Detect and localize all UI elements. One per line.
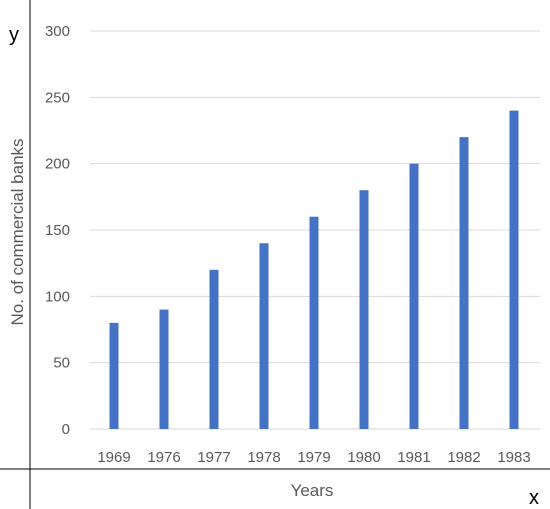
y-tick-label: 200 bbox=[45, 156, 70, 173]
bar-1969 bbox=[109, 322, 119, 429]
y-tick-label: 100 bbox=[45, 288, 70, 305]
y-tick-label: 150 bbox=[45, 222, 70, 239]
y-tick-labels: 0 50 100 150 200 250 300 bbox=[45, 23, 70, 438]
bar-1977 bbox=[209, 269, 219, 429]
x-corner-label: x bbox=[529, 487, 539, 509]
bars bbox=[109, 110, 519, 429]
bar-1983 bbox=[509, 110, 519, 429]
bar-1978 bbox=[259, 243, 269, 429]
bar-1979 bbox=[309, 216, 319, 429]
x-tick-label: 1978 bbox=[247, 449, 280, 466]
x-axis-title: Years bbox=[291, 481, 334, 500]
x-tick-label: 1969 bbox=[97, 449, 130, 466]
x-tick-label: 1977 bbox=[197, 449, 230, 466]
bar-1980 bbox=[359, 190, 369, 429]
bar-1982 bbox=[459, 137, 469, 429]
x-tick-label: 1983 bbox=[497, 449, 530, 466]
y-tick-label: 250 bbox=[45, 89, 70, 106]
x-tick-label: 1976 bbox=[147, 449, 180, 466]
x-tick-label: 1980 bbox=[347, 449, 380, 466]
bar-1976 bbox=[159, 309, 169, 429]
x-tick-label: 1982 bbox=[447, 449, 480, 466]
bar-1981 bbox=[409, 163, 419, 429]
x-tick-label: 1979 bbox=[297, 449, 330, 466]
y-tick-label: 50 bbox=[53, 355, 70, 372]
x-tick-labels: 1969 1976 1977 1978 1979 1980 1981 1982 1983 bbox=[97, 449, 530, 466]
y-tick-label: 300 bbox=[45, 23, 70, 40]
y-axis-title: No. of commercial banks bbox=[8, 138, 27, 325]
y-tick-label: 0 bbox=[62, 421, 70, 438]
x-tick-label: 1981 bbox=[397, 449, 430, 466]
y-corner-label: y bbox=[9, 24, 19, 46]
